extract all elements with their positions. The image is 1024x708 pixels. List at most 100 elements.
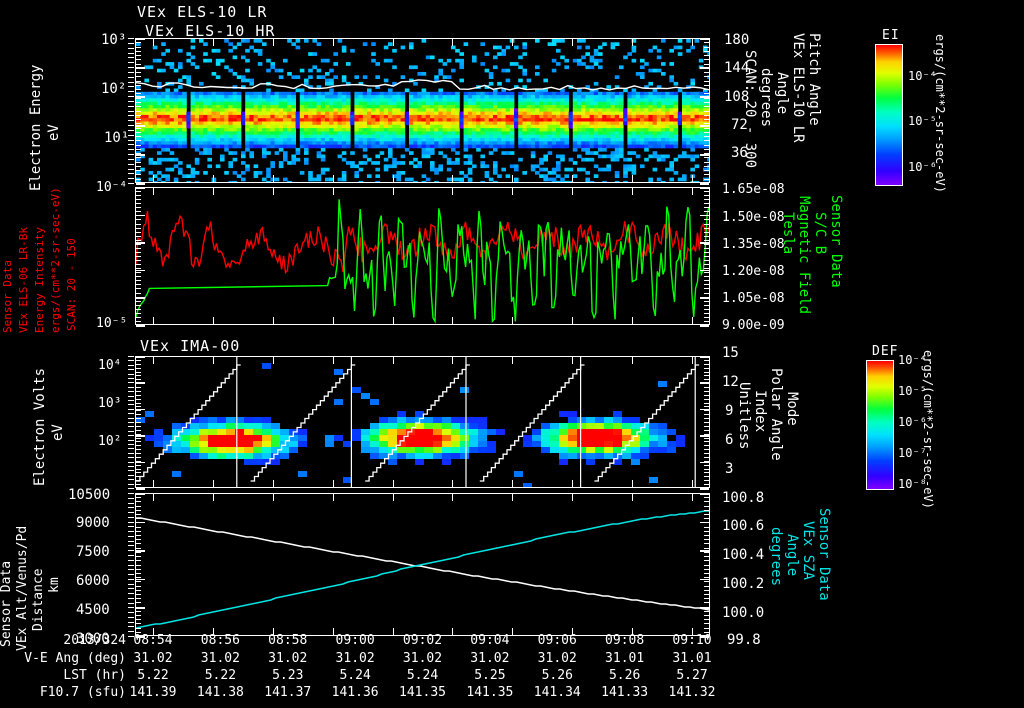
panel1-yunit: eV (46, 124, 62, 141)
panel3-right-tick-15: 15 (722, 345, 739, 361)
panel2-right-tick-6: 9.00e-09 (722, 318, 785, 333)
panel2-right-tick-3: 1.35e-08 (722, 237, 785, 252)
panel3-plot (136, 357, 709, 487)
panel1-right-tick-72: 72 (731, 117, 748, 133)
panel3-right-label-unitless: Unitless (736, 382, 752, 450)
panel3-title: VEx IMA-00 (140, 337, 241, 355)
panel4-right-tick-1004: 100.4 (722, 547, 765, 563)
bottom-cell-3-7: 141.33 (601, 685, 649, 700)
bottom-row-label-1: V-E Ang (deg) (24, 651, 126, 666)
colorbar1-name: EI (882, 28, 900, 43)
bottom-cell-0-6: 09:06 (537, 633, 577, 648)
bottom-cell-3-0: 141.39 (129, 685, 177, 700)
panel1-right-tick-144: 144 (724, 60, 750, 76)
panel1-ytick-1000: 10³ (101, 32, 127, 48)
panel4-right-tick-1002: 100.2 (722, 576, 765, 592)
panel3-ytick-1000: 10³ (98, 396, 122, 411)
bottom-cell-2-3: 5.24 (339, 668, 371, 683)
panel2-right-tick-1: 1.65e-08 (722, 182, 785, 197)
panel3-yunit: eV (50, 424, 66, 441)
panel1-right-tick-180: 180 (724, 32, 750, 48)
panel2-ytick-bottom: 10⁻⁵ (96, 316, 128, 331)
panel2-right-tick-2: 1.50e-08 (722, 210, 785, 225)
bottom-cell-3-8: 141.32 (668, 685, 716, 700)
bottom-cell-3-3: 141.36 (331, 685, 379, 700)
colorbar2-tick-5: 10⁻⁸ (898, 477, 927, 491)
colorbar1-gradient (875, 44, 903, 186)
bottom-cell-3-1: 141.38 (196, 685, 244, 700)
bottom-cell-3-5: 141.35 (466, 685, 514, 700)
panel1-ylabel: Electron Energy (28, 64, 44, 191)
panel4-right-label-degrees: degrees (768, 527, 784, 587)
panel4-plot (136, 494, 709, 635)
panel4-right-tick-1006: 100.6 (722, 518, 765, 534)
panel4-left-label-distance: Distance (31, 568, 46, 631)
panel-altitude-and-sza[interactable] (135, 493, 710, 636)
colorbar2-tick-3: 10⁻⁶ (898, 415, 927, 429)
panel2-left-label-instrument: VEx ELS-06 LR-Bk (17, 227, 30, 333)
bottom-cell-2-4: 5.24 (406, 668, 439, 683)
panel2-plot (136, 188, 709, 324)
bottom-cell-0-1: 08:56 (200, 633, 240, 648)
panel2-right-label-tesla: Tesla (780, 212, 796, 255)
panel1-right-tick-108: 108 (724, 89, 750, 105)
panel4-left-label-km: km (47, 577, 62, 593)
colorbar2-unit: ergs/(cm**2-sr-sec-eV) (921, 350, 935, 509)
panel4-right-tick-1008: 100.8 (722, 490, 765, 506)
panel1-title-lr: VEx ELS-10 LR (137, 3, 268, 21)
panel4-right-tick-998: 99.8 (727, 632, 761, 648)
colorbar1-unit: ergs/(cm**2-sr-sec-eV) (933, 34, 947, 193)
bottom-cell-2-2: 5.23 (272, 668, 304, 683)
bottom-cell-1-1: 31.02 (200, 651, 240, 666)
panel2-left-label-unit: ergs/(cm**2-sr-sec-eV) (49, 187, 62, 333)
bottom-cell-2-8: 5.27 (676, 668, 708, 683)
colorbar1-tick-1: 10⁻⁴ (908, 69, 937, 83)
panel2-left-label-scan: SCAN: 20 - 150 (65, 238, 78, 331)
panel4-ytick-4500: 4500 (76, 602, 110, 618)
bottom-row-label-2: LST (hr) (63, 668, 126, 683)
colorbar1-tick-3: 10⁻⁶ (908, 160, 937, 174)
panel-energy-intensity-and-magnetic-field[interactable] (135, 187, 710, 325)
bottom-cell-2-6: 5.26 (541, 668, 573, 683)
panel4-ytick-9000: 9000 (76, 515, 110, 531)
panel2-left-label-quantity: Energy Intensity (33, 227, 46, 333)
bottom-cell-1-7: 31.01 (605, 651, 645, 666)
bottom-cell-3-4: 141.35 (399, 685, 446, 700)
colorbar1-tick-2: 10⁻⁵ (908, 114, 937, 128)
bottom-cell-0-7: 09:08 (605, 633, 645, 648)
bottom-cell-2-7: 5.26 (608, 668, 641, 683)
panel-electron-energy-spectrogram[interactable] (135, 38, 710, 183)
bottom-cell-1-8: 31.01 (672, 651, 712, 666)
bottom-cell-1-4: 31.02 (402, 651, 443, 666)
bottom-row-label-3: F10.7 (sfu) (39, 685, 126, 700)
colorbar2-name: DEF (872, 344, 899, 359)
panel2-left-label-sensor: Sensor Data (1, 260, 14, 333)
colorbar2-tick-2: 10⁻⁵ (898, 384, 927, 398)
colorbar2-tick-4: 10⁻⁷ (898, 446, 927, 460)
panel2-ytick-top: 10⁻⁴ (96, 180, 128, 195)
bottom-cell-3-6: 141.34 (533, 685, 581, 700)
bottom-cell-0-4: 09:02 (402, 633, 443, 648)
bottom-cell-2-0: 5.22 (137, 668, 169, 683)
bottom-cell-1-0: 31.02 (133, 651, 173, 666)
bottom-row-label-0: 2013/324 (63, 633, 126, 648)
panel1-right-tick-36: 36 (731, 145, 748, 161)
panel-ima-ion-spectrogram[interactable] (135, 356, 710, 488)
panel1-right-label-scan: SCAN: 20 - 300 (742, 50, 758, 169)
panel3-right-tick-9: 9 (725, 403, 734, 419)
panel3-ylabel: Electron Volts (32, 367, 48, 486)
panel4-ytick-3000: 3000 (76, 631, 110, 647)
panel1-ytick-10: 10¹ (104, 130, 130, 146)
panel3-ytick-10000: 10⁴ (98, 358, 122, 373)
panel4-ytick-6000: 6000 (76, 573, 110, 589)
panel1-ytick-100: 10² (101, 81, 127, 97)
panel3-right-tick-6: 6 (725, 432, 734, 448)
panel3-ytick-100: 10² (98, 434, 122, 449)
bottom-cell-2-5: 5.25 (474, 668, 506, 683)
bottom-cell-0-5: 09:04 (470, 633, 510, 648)
bottom-cell-0-3: 09:00 (335, 633, 375, 648)
panel1-plot (136, 39, 709, 182)
bottom-cell-3-2: 141.37 (264, 685, 312, 700)
panel1-right-label-degrees: degrees (758, 68, 774, 128)
